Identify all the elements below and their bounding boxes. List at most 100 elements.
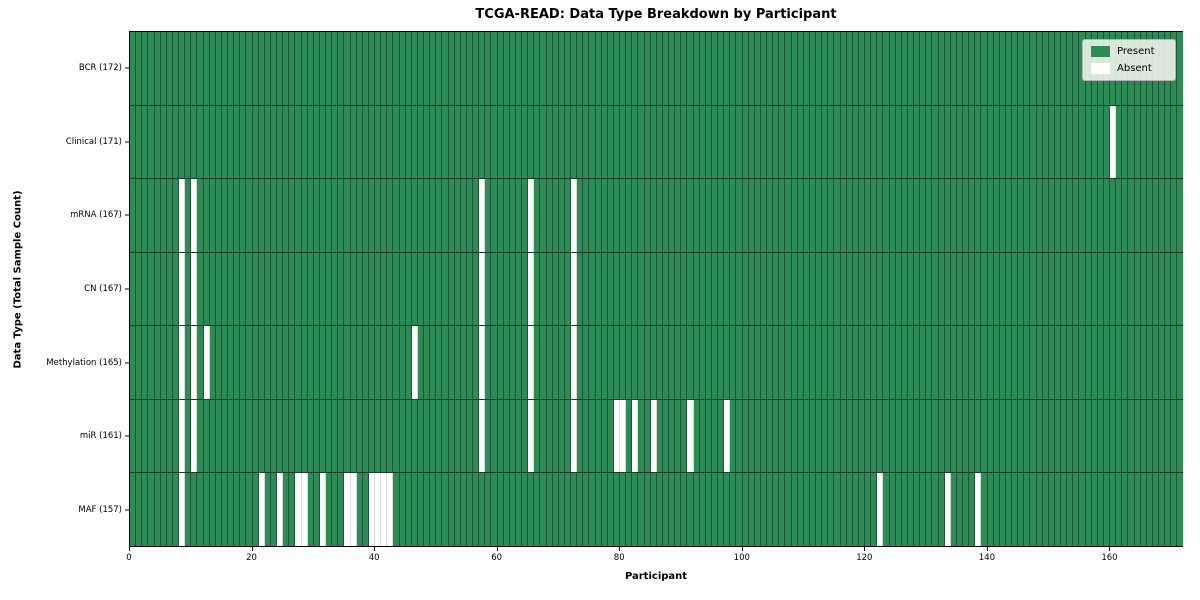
present-cell bbox=[987, 32, 994, 105]
present-cell bbox=[1103, 473, 1110, 547]
present-cell bbox=[368, 179, 375, 252]
absent-cell bbox=[277, 473, 284, 547]
present-cell bbox=[473, 179, 480, 252]
present-cell bbox=[711, 105, 718, 179]
present-cell bbox=[571, 473, 578, 547]
present-cell bbox=[466, 252, 473, 326]
present-cell bbox=[662, 179, 669, 252]
absent-cell bbox=[571, 252, 578, 326]
present-cell bbox=[883, 252, 890, 326]
present-cell bbox=[730, 179, 737, 252]
present-cell bbox=[907, 179, 914, 252]
present-cell bbox=[613, 252, 620, 326]
present-cell bbox=[136, 399, 143, 473]
present-cell bbox=[1165, 179, 1172, 252]
present-cell bbox=[405, 473, 412, 547]
present-cell bbox=[130, 179, 137, 252]
present-cell bbox=[773, 399, 780, 473]
present-cell bbox=[1005, 473, 1012, 547]
present-cell bbox=[718, 179, 725, 252]
present-cell bbox=[858, 473, 865, 547]
present-cell bbox=[1012, 179, 1019, 252]
xtick-label: 120 bbox=[856, 553, 873, 563]
present-cell bbox=[999, 326, 1006, 399]
present-cell bbox=[442, 105, 449, 179]
present-cell bbox=[307, 326, 314, 399]
present-cell bbox=[191, 32, 198, 105]
present-cell bbox=[534, 326, 541, 399]
present-cell bbox=[558, 105, 565, 179]
absent-cell bbox=[258, 473, 265, 547]
present-cell bbox=[681, 326, 688, 399]
present-cell bbox=[252, 326, 259, 399]
absent-cell bbox=[301, 473, 308, 547]
present-cell bbox=[399, 32, 406, 105]
present-cell bbox=[283, 179, 290, 252]
present-cell bbox=[858, 326, 865, 399]
present-cell bbox=[1177, 326, 1183, 399]
present-cell bbox=[1091, 326, 1098, 399]
xtick-mark bbox=[741, 547, 743, 551]
present-cell bbox=[724, 32, 731, 105]
present-cell bbox=[803, 473, 810, 547]
present-cell bbox=[846, 326, 853, 399]
present-cell bbox=[264, 252, 271, 326]
present-cell bbox=[417, 105, 424, 179]
present-cell bbox=[895, 399, 902, 473]
present-cell bbox=[840, 473, 847, 547]
present-cell bbox=[221, 399, 228, 473]
present-cell bbox=[724, 326, 731, 399]
present-cell bbox=[871, 252, 878, 326]
present-cell bbox=[754, 105, 761, 179]
present-cell bbox=[503, 32, 510, 105]
present-cell bbox=[583, 252, 590, 326]
present-cell bbox=[215, 473, 222, 547]
present-cell bbox=[295, 32, 302, 105]
absent-cell bbox=[650, 399, 657, 473]
present-cell bbox=[228, 473, 235, 547]
present-cell bbox=[920, 179, 927, 252]
present-cell bbox=[767, 326, 774, 399]
present-cell bbox=[307, 252, 314, 326]
present-cell bbox=[197, 179, 204, 252]
present-cell bbox=[130, 326, 137, 399]
present-cell bbox=[901, 252, 908, 326]
present-cell bbox=[448, 473, 455, 547]
present-cell bbox=[1012, 105, 1019, 179]
present-cell bbox=[356, 473, 363, 547]
present-cell bbox=[626, 179, 633, 252]
present-cell bbox=[197, 399, 204, 473]
present-cell bbox=[326, 179, 333, 252]
present-cell bbox=[901, 399, 908, 473]
present-cell bbox=[675, 326, 682, 399]
present-cell bbox=[307, 399, 314, 473]
present-cell bbox=[295, 399, 302, 473]
present-cell bbox=[473, 105, 480, 179]
present-cell bbox=[197, 326, 204, 399]
present-cell bbox=[332, 399, 339, 473]
present-cell bbox=[1140, 399, 1147, 473]
xtick-label: 0 bbox=[126, 553, 132, 563]
present-cell bbox=[246, 326, 253, 399]
present-cell bbox=[907, 326, 914, 399]
present-cell bbox=[889, 105, 896, 179]
present-cell bbox=[375, 399, 382, 473]
present-cell bbox=[595, 32, 602, 105]
present-cell bbox=[362, 399, 369, 473]
present-cell bbox=[607, 252, 614, 326]
present-cell bbox=[687, 252, 694, 326]
present-cell bbox=[834, 105, 841, 179]
absent-cell bbox=[479, 399, 486, 473]
legend-entry-present: Present bbox=[1091, 46, 1167, 57]
legend-entry-absent: Absent bbox=[1091, 63, 1167, 74]
present-cell bbox=[332, 326, 339, 399]
present-cell bbox=[338, 399, 345, 473]
present-cell bbox=[424, 252, 431, 326]
present-cell bbox=[822, 473, 829, 547]
present-cell bbox=[595, 252, 602, 326]
present-cell bbox=[748, 252, 755, 326]
present-cell bbox=[693, 473, 700, 547]
present-cell bbox=[981, 179, 988, 252]
present-cell bbox=[779, 473, 786, 547]
present-cell bbox=[932, 473, 939, 547]
